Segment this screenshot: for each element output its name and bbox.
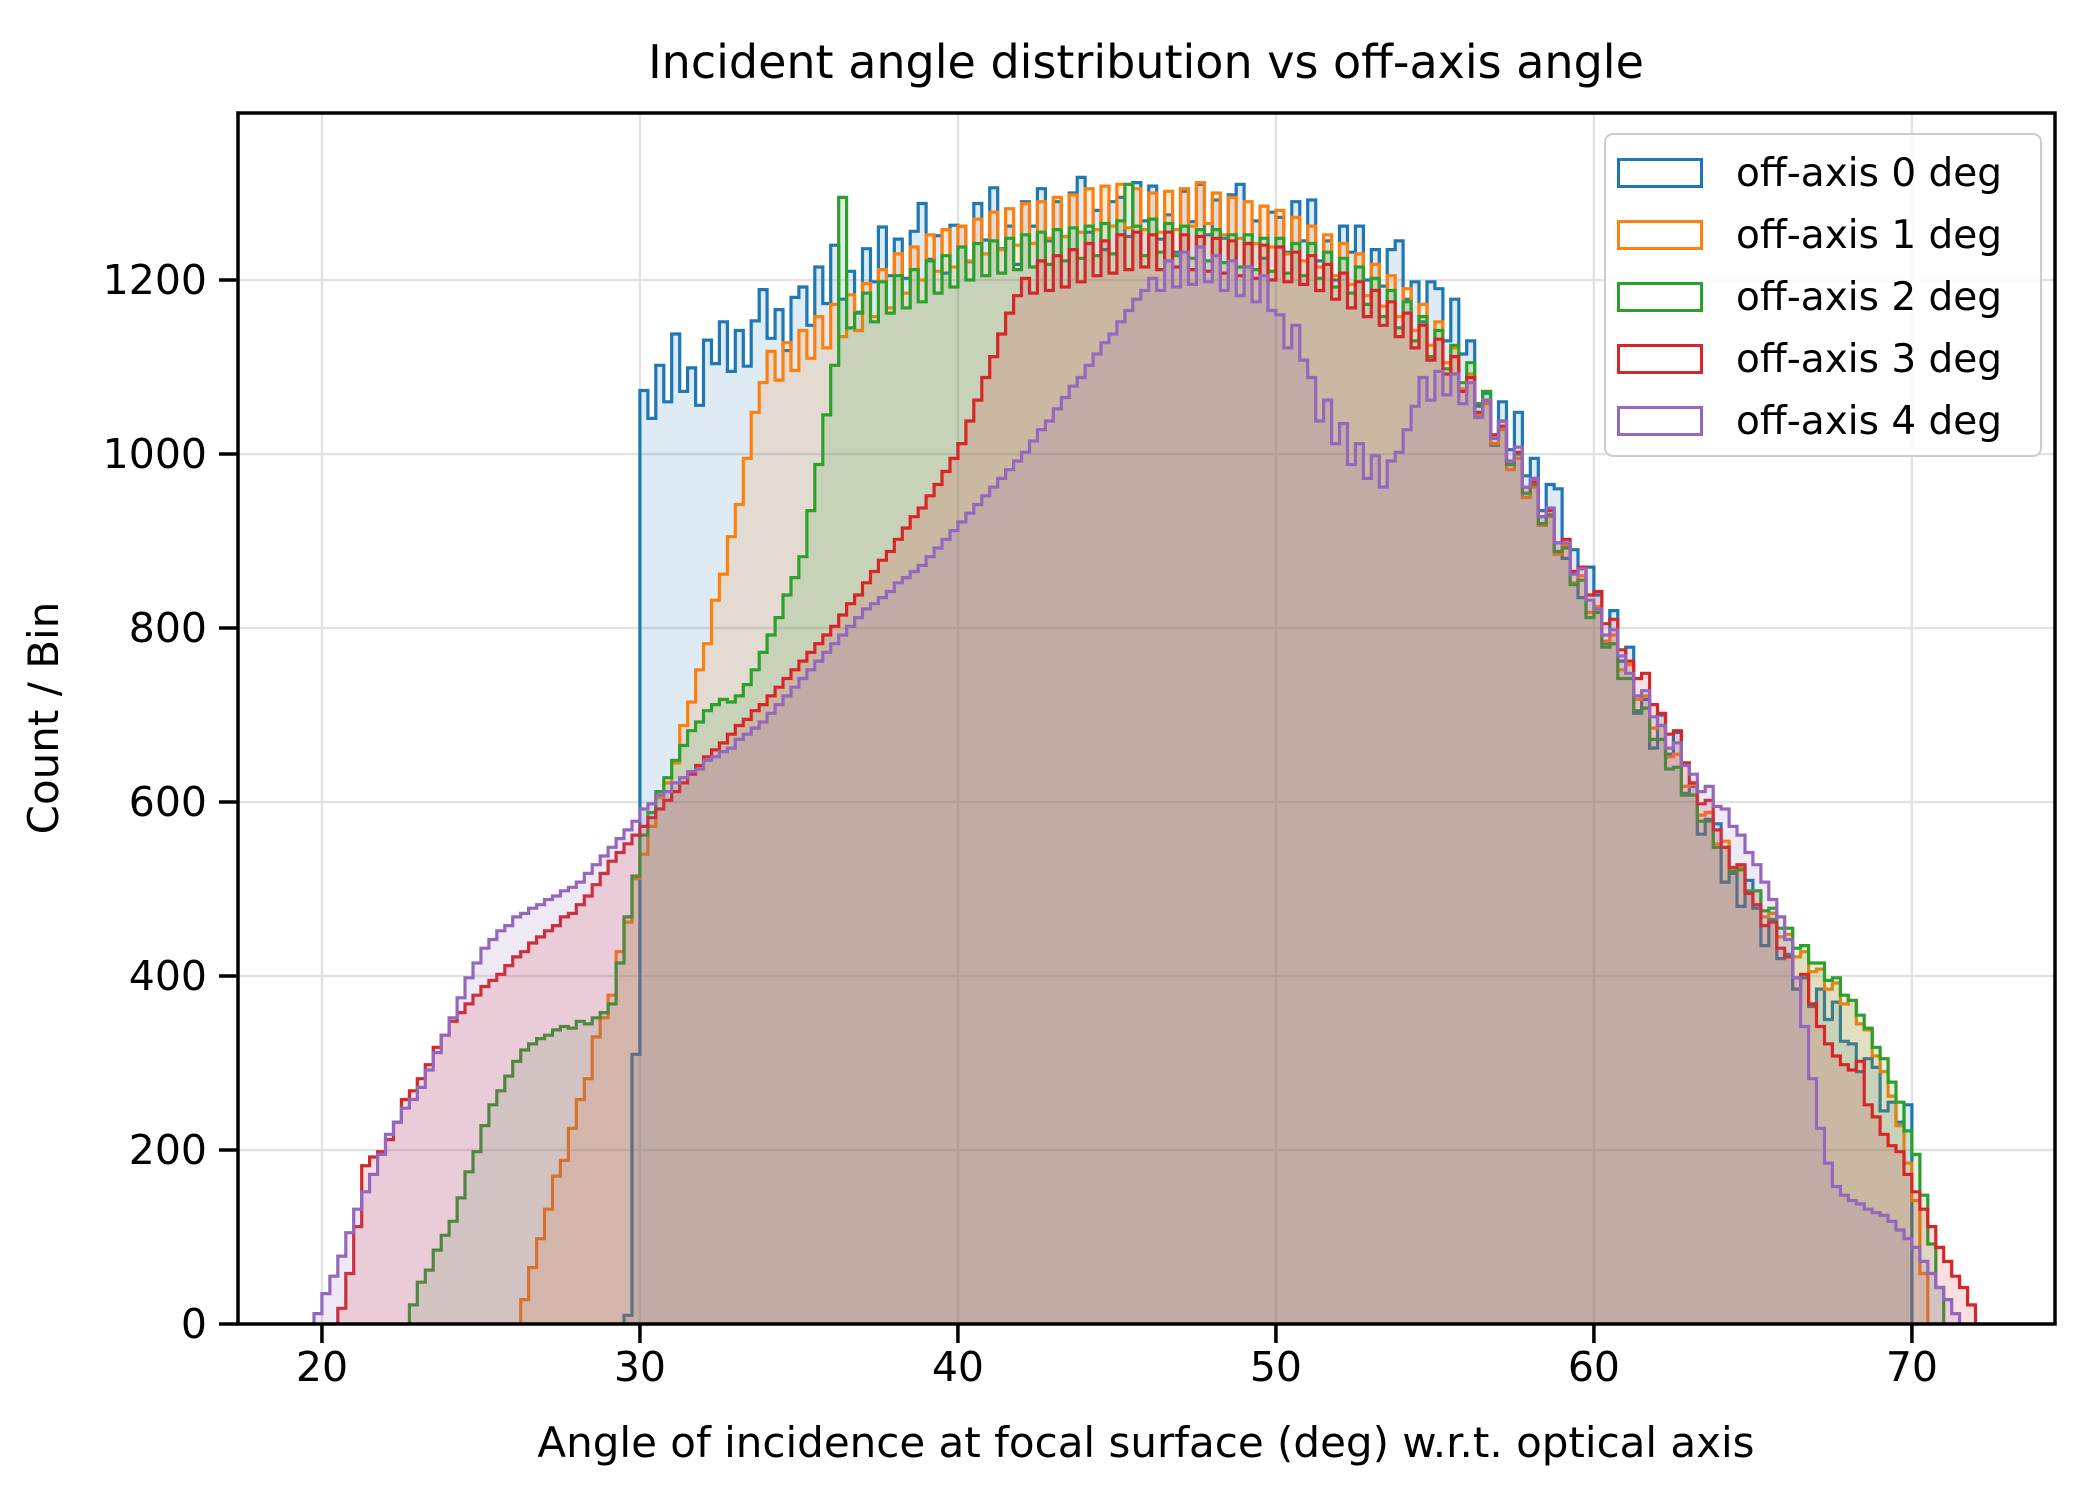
series-fill [314,247,1960,1324]
series-off-axis-4-deg [312,245,1962,1324]
series-off-axis-3-deg [336,230,1978,1325]
legend-swatch-icon [1617,158,1703,188]
y-tick-label: 600 [129,778,207,826]
legend-swatch-icon [1617,282,1703,312]
x-tick-label: 20 [296,1343,348,1391]
legend-item-off-axis-1-deg: off-axis 1 deg [1606,204,2040,266]
series-outline [407,182,1946,1324]
x-tick-label: 60 [1568,1343,1620,1391]
series-outline [312,245,1962,1324]
legend-swatch-icon [1617,406,1703,436]
legend: off-axis 0 deg off-axis 1 deg off-axis 2 d… [1604,133,2042,457]
plot-border [236,111,2057,1326]
y-tick-label: 400 [129,952,207,1000]
series-off-axis-2-deg [407,182,1946,1324]
legend-swatch-icon [1617,344,1703,374]
y-tick-label: 1000 [103,430,207,478]
series-fill [520,182,1928,1325]
x-tick-label: 30 [614,1343,666,1391]
tick-marks [219,278,1914,1343]
x-tick-label: 70 [1886,1343,1938,1391]
histogram-series [312,175,1978,1325]
chart-title: Incident angle distribution vs off-axis … [648,35,1644,89]
legend-label: off-axis 1 deg [1736,212,2003,258]
legend-item-off-axis-4-deg: off-axis 4 deg [1606,390,2040,452]
legend-label: off-axis 2 deg [1736,274,2003,320]
y-axis-label: Count / Bin [19,602,68,835]
legend-item-off-axis-0-deg: off-axis 0 deg [1606,142,2040,204]
x-tick-label: 40 [932,1343,984,1391]
series-fill [337,232,1976,1325]
x-tick-label: 50 [1250,1343,1302,1391]
series-fill [409,184,1944,1324]
series-fill [624,177,1912,1324]
legend-label: off-axis 4 deg [1736,398,2003,444]
y-tick-label: 800 [129,604,207,652]
y-tick-label: 0 [181,1300,207,1348]
legend-item-off-axis-3-deg: off-axis 3 deg [1606,328,2040,390]
legend-swatch-icon [1617,220,1703,250]
x-axis-label: Angle of incidence at focal surface (deg… [537,1418,1754,1467]
y-tick-label: 200 [129,1126,207,1174]
y-tick-label: 1200 [103,256,207,304]
tick-labels: 20 30 40 50 60 70 0 200 400 600 800 1000 1200 [103,256,1938,1391]
series-outline [336,230,1978,1324]
legend-label: off-axis 0 deg [1736,150,2003,196]
legend-item-off-axis-2-deg: off-axis 2 deg [1606,266,2040,328]
legend-label: off-axis 3 deg [1736,336,2003,382]
